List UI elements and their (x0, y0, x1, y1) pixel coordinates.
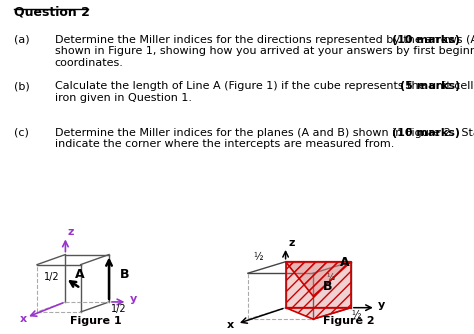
Text: Determine the Miller indices for the planes (A and B) shown in Figure 2.  State : Determine the Miller indices for the pla… (55, 128, 474, 149)
Text: z: z (68, 227, 74, 237)
Text: A: A (340, 256, 349, 269)
Text: x: x (20, 314, 27, 324)
Text: (10 marks): (10 marks) (392, 35, 460, 45)
Text: y: y (378, 300, 385, 310)
Text: ½: ½ (351, 310, 360, 320)
Text: 1/2: 1/2 (44, 272, 59, 282)
Text: Question 2: Question 2 (14, 6, 90, 19)
Text: (c): (c) (14, 128, 29, 138)
Polygon shape (285, 262, 351, 296)
Text: Figure 2: Figure 2 (323, 316, 374, 326)
Text: Calculate the length of Line A (Figure 1) if the cube represents the unit cell o: Calculate the length of Line A (Figure 1… (55, 81, 474, 103)
Polygon shape (285, 308, 351, 319)
Text: B: B (322, 280, 332, 293)
Text: (b): (b) (14, 81, 30, 92)
Text: Figure 1: Figure 1 (70, 316, 122, 326)
Text: A: A (75, 268, 85, 281)
Text: z: z (288, 237, 294, 247)
Text: (a): (a) (14, 35, 30, 45)
Text: x: x (227, 320, 234, 330)
Text: B: B (120, 268, 129, 281)
Polygon shape (285, 262, 351, 308)
Text: y: y (129, 294, 137, 304)
Text: Determine the Miller indices for the directions represented by the arrows (A and: Determine the Miller indices for the dir… (55, 35, 474, 68)
Text: 1/2: 1/2 (111, 304, 127, 314)
Text: ½: ½ (253, 252, 263, 262)
Text: ⅓: ⅓ (327, 273, 335, 282)
Text: (10 marks): (10 marks) (392, 128, 460, 138)
Text: (5 marks): (5 marks) (400, 81, 460, 92)
